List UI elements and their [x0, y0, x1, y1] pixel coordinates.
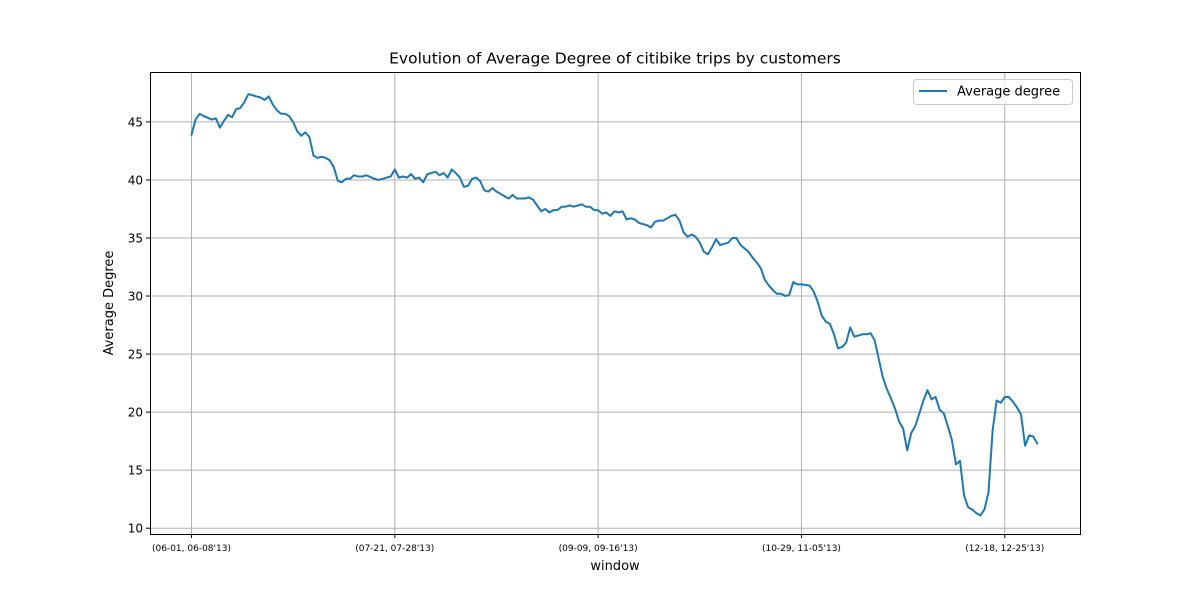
y-tick-label: 35 — [128, 231, 143, 245]
y-tick-label: 10 — [128, 522, 143, 536]
legend: Average degree — [913, 79, 1073, 105]
x-axis-label: window — [590, 559, 640, 574]
y-axis: 10 15 20 25 30 35 40 45 — [128, 115, 150, 536]
x-axis: (06-01, 06-08'13) (07-21, 07-28'13) (09-09… — [152, 534, 1044, 554]
grid — [150, 72, 1080, 534]
legend-box — [913, 79, 1073, 105]
x-tick-label: (10-29, 11-05'13) — [762, 544, 841, 554]
x-tick-label: (07-21, 07-28'13) — [355, 544, 434, 554]
x-tick-label: (09-09, 09-16'13) — [559, 544, 638, 554]
series-layer — [190, 93, 1039, 517]
legend-entry: Average degree — [957, 85, 1060, 100]
y-axis-label: Average Degree — [102, 251, 117, 356]
y-tick-label: 20 — [128, 406, 143, 420]
plot-frame — [150, 72, 1081, 535]
y-tick-label: 40 — [128, 173, 143, 187]
chart-title: Evolution of Average Degree of citibike … — [389, 50, 841, 68]
x-tick-label: (06-01, 06-08'13) — [152, 544, 231, 554]
y-tick-label: 25 — [128, 348, 143, 362]
x-tick-label: (12-18, 12-25'13) — [965, 544, 1044, 554]
y-tick-label: 45 — [128, 115, 143, 129]
y-tick-label: 30 — [128, 290, 143, 304]
series-line — [190, 93, 1039, 517]
y-tick-label: 15 — [128, 464, 143, 478]
